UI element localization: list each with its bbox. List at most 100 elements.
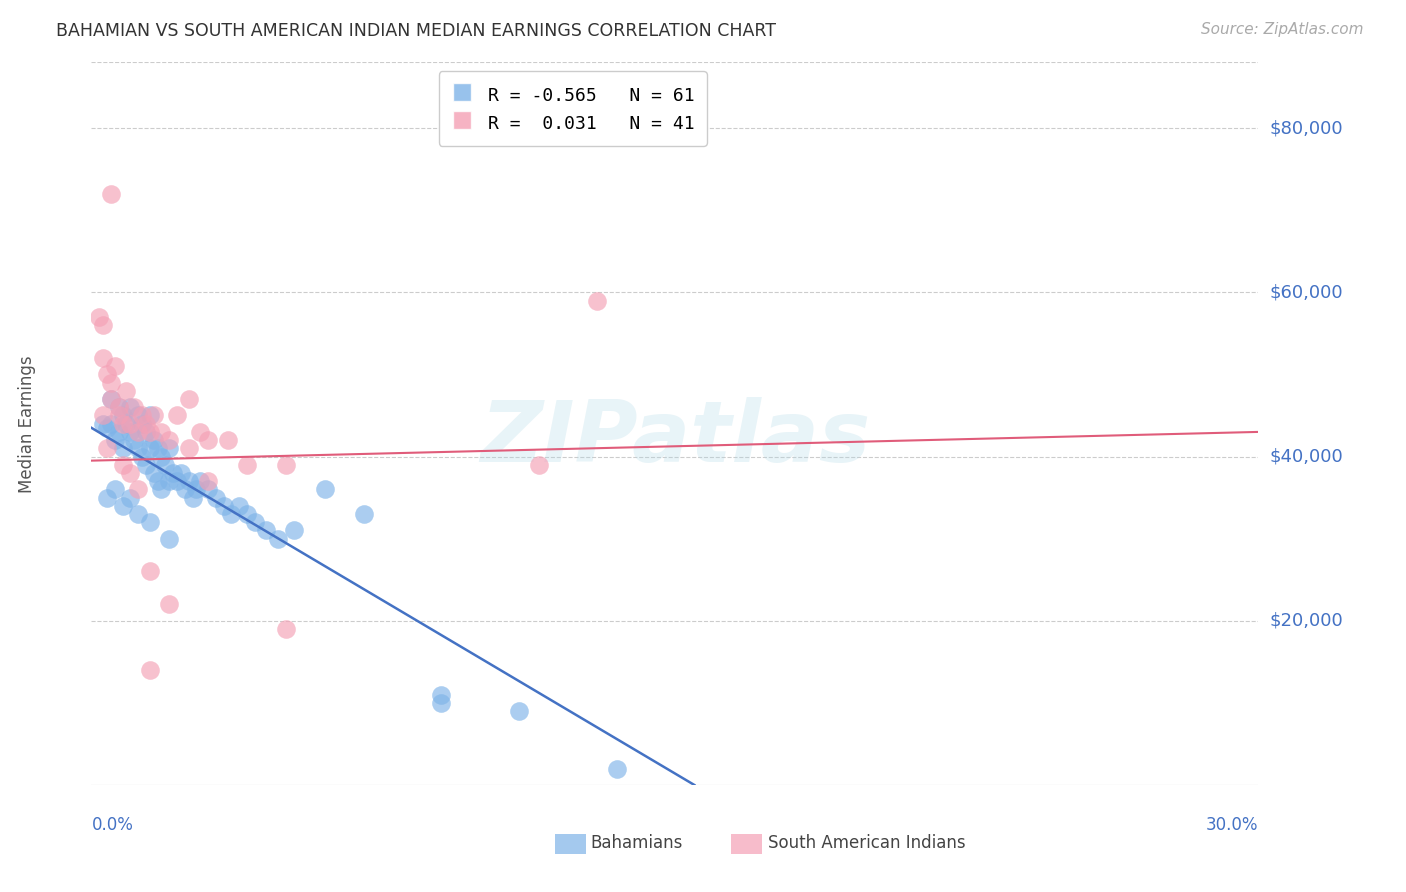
Point bbox=[274, 622, 297, 636]
Legend: R = -0.565   N = 61, R =  0.031   N = 41: R = -0.565 N = 61, R = 0.031 N = 41 bbox=[439, 71, 707, 145]
Text: $20,000: $20,000 bbox=[1270, 612, 1343, 630]
Point bbox=[274, 458, 297, 472]
Point bbox=[188, 425, 211, 439]
Point bbox=[107, 401, 129, 415]
Point bbox=[107, 425, 129, 439]
Text: $40,000: $40,000 bbox=[1270, 448, 1343, 466]
Point bbox=[150, 425, 173, 439]
Point bbox=[127, 507, 149, 521]
Point bbox=[157, 532, 180, 546]
Point bbox=[120, 401, 142, 415]
Text: South American Indians: South American Indians bbox=[768, 834, 966, 852]
Point bbox=[162, 466, 184, 480]
Point bbox=[127, 442, 149, 456]
Point bbox=[127, 409, 149, 423]
Point bbox=[212, 499, 235, 513]
Point bbox=[150, 483, 173, 497]
Point bbox=[100, 392, 122, 406]
Point bbox=[173, 483, 195, 497]
Point bbox=[138, 409, 162, 423]
Point bbox=[314, 483, 336, 497]
Point bbox=[111, 442, 134, 456]
Point bbox=[177, 392, 200, 406]
Text: 30.0%: 30.0% bbox=[1206, 816, 1258, 834]
Point bbox=[177, 442, 200, 456]
Text: $80,000: $80,000 bbox=[1270, 120, 1343, 137]
Point bbox=[111, 409, 134, 423]
Point bbox=[96, 368, 118, 382]
Point bbox=[157, 442, 180, 456]
Point bbox=[104, 483, 127, 497]
Point bbox=[120, 425, 142, 439]
Point bbox=[91, 318, 114, 333]
Text: BAHAMIAN VS SOUTH AMERICAN INDIAN MEDIAN EARNINGS CORRELATION CHART: BAHAMIAN VS SOUTH AMERICAN INDIAN MEDIAN… bbox=[56, 22, 776, 40]
Point bbox=[508, 704, 530, 718]
Point bbox=[135, 458, 157, 472]
Point bbox=[115, 384, 138, 398]
Point bbox=[96, 442, 118, 456]
Point bbox=[186, 483, 208, 497]
Text: 0.0%: 0.0% bbox=[91, 816, 134, 834]
Point bbox=[157, 433, 180, 447]
Point bbox=[243, 515, 266, 529]
Point bbox=[527, 458, 550, 472]
Point bbox=[228, 499, 250, 513]
Point bbox=[430, 688, 453, 702]
Point bbox=[155, 458, 177, 472]
Point bbox=[146, 474, 169, 488]
Point bbox=[150, 450, 173, 464]
Point bbox=[142, 466, 165, 480]
Point bbox=[89, 310, 111, 324]
Point bbox=[111, 499, 134, 513]
Point bbox=[138, 425, 162, 439]
Point bbox=[111, 458, 134, 472]
Point bbox=[166, 409, 188, 423]
Point bbox=[91, 351, 114, 365]
Point bbox=[131, 450, 153, 464]
Point bbox=[157, 474, 180, 488]
Point bbox=[100, 417, 122, 431]
Point bbox=[166, 474, 188, 488]
Point bbox=[100, 186, 122, 201]
Point bbox=[283, 524, 305, 538]
Point bbox=[122, 433, 145, 447]
Text: $60,000: $60,000 bbox=[1270, 284, 1343, 301]
Point bbox=[96, 491, 118, 505]
Point bbox=[131, 409, 153, 423]
Point bbox=[170, 466, 193, 480]
Point bbox=[104, 359, 127, 374]
Point bbox=[115, 417, 138, 431]
Point bbox=[120, 466, 142, 480]
Point bbox=[100, 376, 122, 390]
Point bbox=[107, 401, 129, 415]
Point bbox=[135, 425, 157, 439]
Point bbox=[197, 474, 219, 488]
Point bbox=[104, 433, 127, 447]
Point bbox=[138, 565, 162, 579]
Point bbox=[100, 392, 122, 406]
Point bbox=[157, 598, 180, 612]
Point bbox=[96, 421, 118, 435]
Point bbox=[205, 491, 228, 505]
Point bbox=[217, 433, 239, 447]
Point bbox=[177, 474, 200, 488]
Point bbox=[135, 417, 157, 431]
Point bbox=[127, 483, 149, 497]
Point bbox=[120, 417, 142, 431]
Point bbox=[221, 507, 243, 521]
Point bbox=[430, 696, 453, 710]
Point bbox=[146, 442, 169, 456]
Point bbox=[188, 474, 211, 488]
Point bbox=[142, 433, 165, 447]
Point bbox=[122, 401, 145, 415]
Point bbox=[138, 515, 162, 529]
Text: ZIPatlas: ZIPatlas bbox=[479, 397, 870, 480]
Point bbox=[606, 762, 628, 776]
Point bbox=[197, 483, 219, 497]
Point bbox=[236, 458, 259, 472]
Point bbox=[138, 442, 162, 456]
Point bbox=[256, 524, 278, 538]
Point bbox=[586, 293, 609, 308]
Point bbox=[142, 409, 165, 423]
Point bbox=[127, 425, 149, 439]
